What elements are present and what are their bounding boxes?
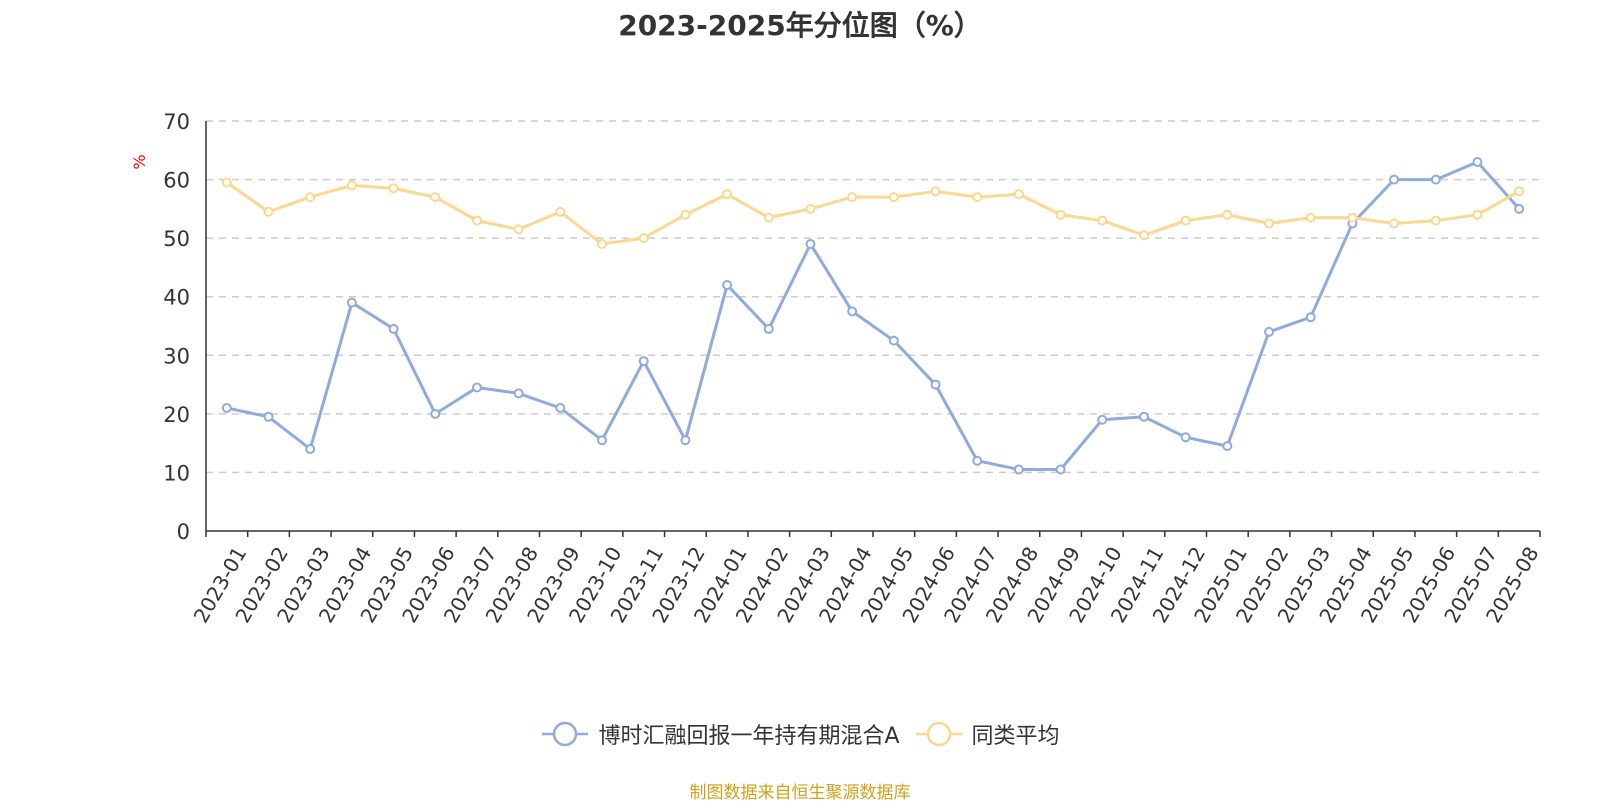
- data-point[interactable]: [1222, 209, 1233, 220]
- legend-symbol-icon: [915, 721, 962, 747]
- series-0: [221, 157, 1525, 475]
- data-point[interactable]: [888, 192, 899, 203]
- y-axis-label: %: [130, 154, 149, 169]
- source-note: 制图数据来自恒生聚源数据库: [689, 783, 911, 803]
- y-tick-label: 40: [163, 286, 190, 310]
- data-point[interactable]: [1138, 230, 1149, 241]
- data-point[interactable]: [1055, 209, 1066, 220]
- data-point[interactable]: [722, 280, 733, 290]
- data-point[interactable]: [263, 411, 274, 422]
- data-point[interactable]: [1305, 312, 1316, 323]
- data-point[interactable]: [555, 206, 566, 217]
- data-point[interactable]: [1430, 215, 1441, 226]
- data-point[interactable]: [513, 388, 524, 399]
- y-tick-label: 50: [163, 227, 190, 251]
- data-point[interactable]: [1514, 186, 1525, 197]
- data-point[interactable]: [1472, 157, 1483, 167]
- data-point[interactable]: [430, 192, 441, 203]
- data-point[interactable]: [847, 192, 858, 203]
- data-point[interactable]: [638, 356, 649, 367]
- legend: 博时汇融回报一年持有期混合A 同类平均: [0, 718, 1600, 750]
- data-point[interactable]: [972, 192, 983, 203]
- data-point[interactable]: [1347, 212, 1358, 223]
- data-point[interactable]: [471, 215, 482, 226]
- data-point[interactable]: [471, 382, 482, 393]
- chart-title: 2023-2025年分位图（%）: [618, 9, 982, 42]
- data-point[interactable]: [388, 323, 399, 334]
- legend-label: 同类平均: [971, 724, 1060, 749]
- y-tick-label: 10: [163, 461, 190, 485]
- data-point[interactable]: [805, 203, 816, 214]
- data-point[interactable]: [1013, 189, 1024, 200]
- y-tick-label: 70: [163, 110, 190, 134]
- series-lines: [221, 157, 1525, 475]
- data-point[interactable]: [805, 239, 816, 249]
- data-point[interactable]: [1264, 218, 1275, 229]
- data-point[interactable]: [680, 209, 691, 220]
- y-tick-label: 20: [163, 403, 190, 427]
- data-point[interactable]: [847, 306, 858, 317]
- series-line-1: [225, 181, 1520, 246]
- data-point[interactable]: [888, 335, 899, 346]
- data-point[interactable]: [430, 408, 441, 419]
- legend-label: 博时汇融回报一年持有期混合A: [598, 724, 900, 749]
- data-point[interactable]: [680, 435, 691, 446]
- series-line-0: [226, 160, 1521, 471]
- grid-lines: [206, 120, 1540, 474]
- y-tick-label: 0: [177, 520, 190, 544]
- data-point[interactable]: [597, 435, 608, 446]
- data-point[interactable]: [763, 212, 774, 223]
- data-point[interactable]: [597, 239, 608, 249]
- data-point[interactable]: [263, 206, 274, 217]
- legend-symbol-icon: [542, 721, 589, 747]
- chart-plot: 0102030405060702023-012023-022023-032023…: [130, 110, 1544, 627]
- data-point[interactable]: [1180, 432, 1191, 443]
- y-tick-label: 30: [163, 344, 190, 368]
- data-point[interactable]: [305, 444, 316, 454]
- data-point[interactable]: [1222, 441, 1233, 452]
- legend-item-0[interactable]: 博时汇融回报一年持有期混合A: [540, 718, 900, 750]
- data-point[interactable]: [346, 297, 357, 308]
- series-1: [221, 177, 1525, 249]
- data-point[interactable]: [388, 183, 399, 194]
- y-tick-label: 60: [163, 169, 190, 193]
- data-point[interactable]: [1138, 411, 1149, 422]
- data-point[interactable]: [1097, 215, 1108, 226]
- data-point[interactable]: [1055, 464, 1066, 475]
- data-point[interactable]: [1472, 209, 1483, 220]
- data-point[interactable]: [1430, 174, 1441, 185]
- data-point[interactable]: [1180, 215, 1191, 226]
- data-point[interactable]: [1514, 203, 1525, 214]
- data-point[interactable]: [305, 192, 316, 203]
- data-point[interactable]: [722, 189, 733, 200]
- data-point[interactable]: [1264, 326, 1275, 337]
- data-point[interactable]: [1389, 218, 1400, 229]
- data-point[interactable]: [763, 323, 774, 334]
- data-point[interactable]: [513, 224, 524, 235]
- legend-item-1[interactable]: 同类平均: [914, 718, 1060, 750]
- data-point[interactable]: [930, 186, 941, 197]
- data-point[interactable]: [1097, 414, 1108, 425]
- data-point[interactable]: [221, 177, 232, 188]
- data-point[interactable]: [555, 403, 566, 413]
- data-point[interactable]: [221, 403, 232, 413]
- data-point[interactable]: [346, 180, 357, 191]
- data-point[interactable]: [930, 379, 941, 390]
- data-point[interactable]: [972, 455, 983, 466]
- data-point[interactable]: [1389, 174, 1400, 185]
- data-point[interactable]: [1305, 212, 1316, 223]
- data-point[interactable]: [638, 233, 649, 244]
- data-point[interactable]: [1013, 464, 1024, 475]
